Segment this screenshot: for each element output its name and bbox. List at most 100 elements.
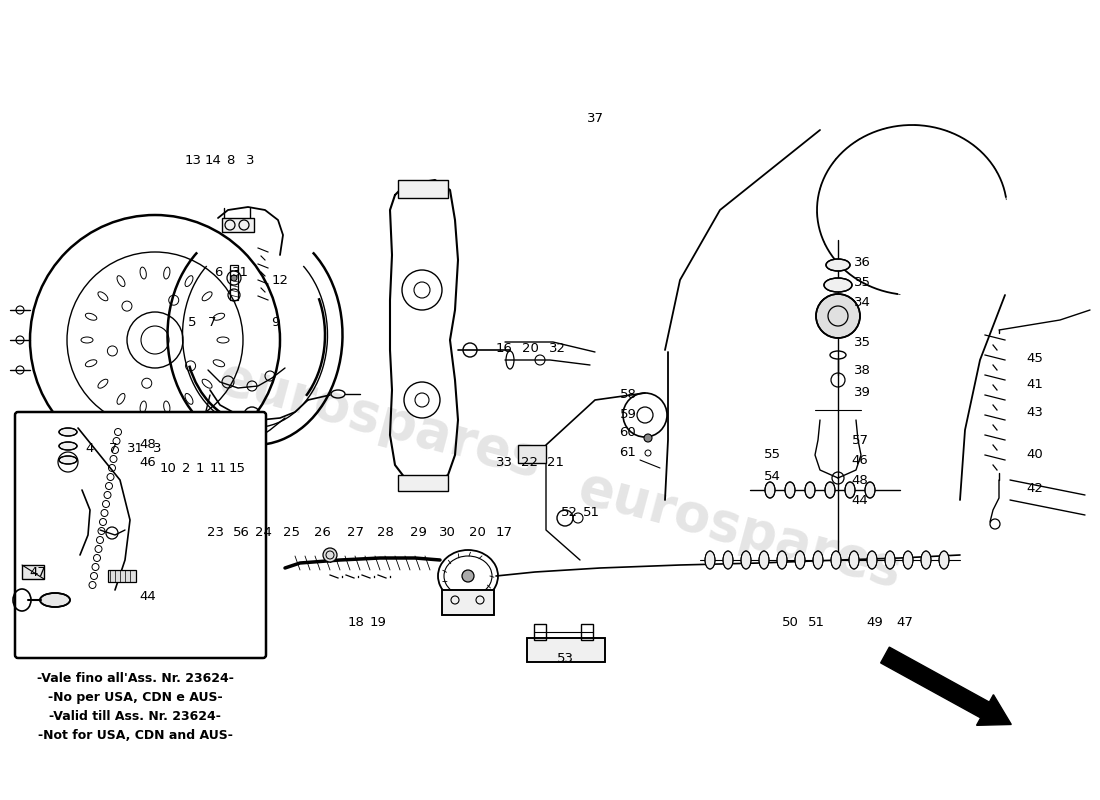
- Bar: [22, 565, 44, 579]
- Text: 47: 47: [896, 615, 913, 629]
- Circle shape: [644, 434, 652, 442]
- Ellipse shape: [59, 428, 77, 436]
- Ellipse shape: [886, 551, 895, 569]
- Text: 26: 26: [314, 526, 330, 539]
- Text: 51: 51: [807, 615, 825, 629]
- Text: 3: 3: [153, 442, 162, 455]
- Bar: [442, 590, 494, 615]
- Ellipse shape: [849, 551, 859, 569]
- Ellipse shape: [723, 551, 733, 569]
- Bar: [527, 638, 605, 662]
- Text: 33: 33: [495, 457, 513, 470]
- Text: 45: 45: [1026, 351, 1044, 365]
- Ellipse shape: [939, 551, 949, 569]
- FancyBboxPatch shape: [15, 412, 266, 658]
- Ellipse shape: [59, 442, 77, 450]
- Text: 60: 60: [619, 426, 637, 439]
- Text: 57: 57: [851, 434, 869, 446]
- Ellipse shape: [903, 551, 913, 569]
- Ellipse shape: [59, 456, 77, 464]
- Text: 31: 31: [126, 442, 143, 455]
- Ellipse shape: [824, 278, 852, 292]
- Text: 8: 8: [226, 154, 234, 166]
- Ellipse shape: [820, 296, 856, 314]
- Text: -No per USA, CDN e AUS-: -No per USA, CDN e AUS-: [47, 691, 222, 704]
- Text: 25: 25: [284, 526, 300, 539]
- Text: 31: 31: [231, 266, 249, 278]
- Text: 18: 18: [348, 615, 364, 629]
- Text: 15: 15: [229, 462, 245, 474]
- Ellipse shape: [40, 593, 70, 607]
- Bar: [534, 624, 546, 640]
- Text: 56: 56: [232, 526, 250, 539]
- Bar: [108, 570, 136, 582]
- Text: 34: 34: [854, 295, 870, 309]
- Text: 28: 28: [376, 526, 394, 539]
- Text: 1: 1: [196, 462, 205, 474]
- Text: 44: 44: [140, 590, 156, 602]
- Text: 39: 39: [854, 386, 870, 399]
- Text: 36: 36: [854, 257, 870, 270]
- Text: 38: 38: [854, 363, 870, 377]
- Text: -Vale fino all'Ass. Nr. 23624-: -Vale fino all'Ass. Nr. 23624-: [36, 672, 233, 685]
- Text: eurospares: eurospares: [572, 462, 908, 598]
- Text: 30: 30: [439, 526, 455, 539]
- Ellipse shape: [845, 482, 855, 498]
- Text: 51: 51: [583, 506, 600, 518]
- Bar: [222, 218, 254, 232]
- Bar: [398, 180, 448, 198]
- Text: 13: 13: [185, 154, 201, 166]
- Text: 61: 61: [619, 446, 637, 458]
- Text: 19: 19: [370, 615, 386, 629]
- Text: 6: 6: [213, 266, 222, 278]
- Text: 32: 32: [549, 342, 565, 354]
- Ellipse shape: [813, 551, 823, 569]
- Text: 10: 10: [160, 462, 176, 474]
- Circle shape: [462, 570, 474, 582]
- Ellipse shape: [921, 551, 931, 569]
- Text: -Not for USA, CDN and AUS-: -Not for USA, CDN and AUS-: [37, 729, 232, 742]
- Circle shape: [249, 412, 255, 418]
- Text: 42: 42: [1026, 482, 1044, 494]
- Ellipse shape: [785, 482, 795, 498]
- Text: 40: 40: [1026, 449, 1044, 462]
- Text: 2: 2: [182, 462, 190, 474]
- Circle shape: [323, 548, 337, 562]
- Text: 27: 27: [348, 526, 364, 539]
- Text: 4: 4: [86, 442, 95, 455]
- Text: 11: 11: [209, 462, 227, 474]
- Text: 44: 44: [851, 494, 868, 506]
- Text: 53: 53: [557, 651, 573, 665]
- Text: 58: 58: [619, 389, 637, 402]
- Bar: [230, 265, 238, 300]
- Text: 23: 23: [207, 526, 223, 539]
- Ellipse shape: [705, 551, 715, 569]
- FancyArrow shape: [881, 647, 1011, 726]
- Text: 20: 20: [521, 342, 538, 354]
- Text: 29: 29: [409, 526, 427, 539]
- Text: 54: 54: [763, 470, 780, 482]
- Text: 3: 3: [245, 154, 254, 166]
- Text: 48: 48: [851, 474, 868, 486]
- Ellipse shape: [826, 259, 850, 271]
- Ellipse shape: [830, 551, 842, 569]
- Text: 12: 12: [272, 274, 288, 286]
- Text: 16: 16: [496, 342, 513, 354]
- Text: 37: 37: [586, 111, 604, 125]
- Text: 7: 7: [109, 442, 118, 455]
- Text: 59: 59: [619, 407, 637, 421]
- Text: 49: 49: [867, 615, 883, 629]
- Ellipse shape: [759, 551, 769, 569]
- Ellipse shape: [805, 482, 815, 498]
- Text: 22: 22: [521, 457, 539, 470]
- Bar: [518, 445, 546, 463]
- Bar: [527, 638, 605, 662]
- Text: -Valid till Ass. Nr. 23624-: -Valid till Ass. Nr. 23624-: [50, 710, 221, 723]
- Text: 20: 20: [469, 526, 485, 539]
- Text: 46: 46: [140, 457, 156, 470]
- Text: 41: 41: [1026, 378, 1044, 391]
- Ellipse shape: [826, 319, 850, 331]
- Text: 35: 35: [854, 275, 870, 289]
- Text: 43: 43: [1026, 406, 1044, 418]
- Text: 14: 14: [205, 154, 221, 166]
